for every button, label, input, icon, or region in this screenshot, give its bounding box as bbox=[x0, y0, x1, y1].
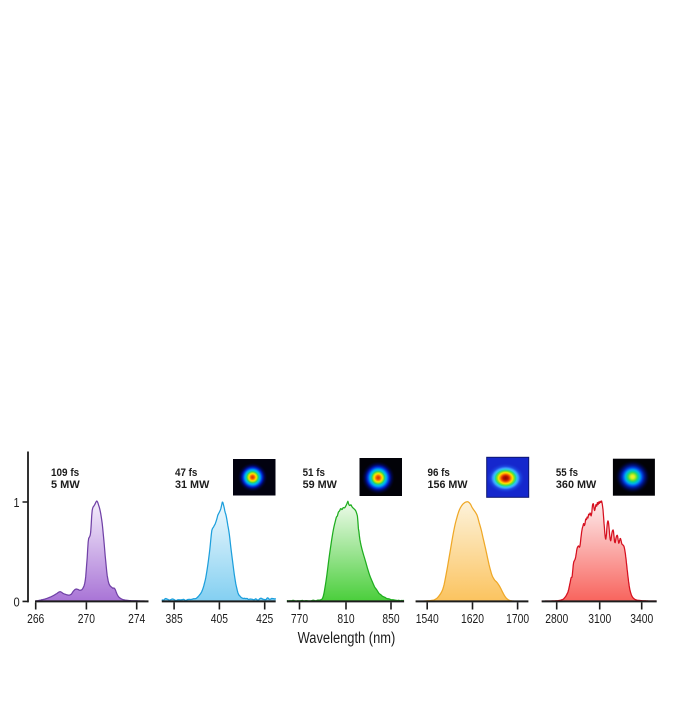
svg-text:109 fs: 109 fs bbox=[51, 467, 79, 479]
svg-text:770: 770 bbox=[291, 611, 308, 626]
svg-text:360 MW: 360 MW bbox=[556, 479, 596, 491]
svg-text:5 MW: 5 MW bbox=[51, 479, 80, 491]
svg-text:0: 0 bbox=[14, 594, 20, 609]
svg-text:156 MW: 156 MW bbox=[428, 479, 468, 491]
svg-text:385: 385 bbox=[166, 611, 183, 626]
svg-text:Wavelength (nm): Wavelength (nm) bbox=[298, 630, 396, 647]
svg-text:51 fs: 51 fs bbox=[303, 467, 325, 479]
svg-text:425: 425 bbox=[256, 611, 273, 626]
svg-text:59 MW: 59 MW bbox=[303, 479, 337, 491]
svg-text:1620: 1620 bbox=[461, 611, 484, 626]
svg-text:96 fs: 96 fs bbox=[428, 467, 450, 479]
svg-text:270: 270 bbox=[78, 611, 95, 626]
svg-text:274: 274 bbox=[128, 611, 145, 626]
svg-text:266: 266 bbox=[27, 611, 44, 626]
svg-text:810: 810 bbox=[337, 611, 354, 626]
svg-text:2800: 2800 bbox=[545, 611, 568, 626]
svg-text:47 fs: 47 fs bbox=[175, 467, 197, 479]
svg-text:55 fs: 55 fs bbox=[556, 467, 578, 479]
svg-text:405: 405 bbox=[211, 611, 228, 626]
svg-text:1540: 1540 bbox=[416, 611, 439, 626]
svg-text:1: 1 bbox=[14, 495, 20, 510]
svg-text:1700: 1700 bbox=[506, 611, 529, 626]
svg-text:850: 850 bbox=[382, 611, 399, 626]
svg-text:31 MW: 31 MW bbox=[175, 479, 209, 491]
svg-text:3100: 3100 bbox=[588, 611, 611, 626]
svg-text:3400: 3400 bbox=[630, 611, 653, 626]
